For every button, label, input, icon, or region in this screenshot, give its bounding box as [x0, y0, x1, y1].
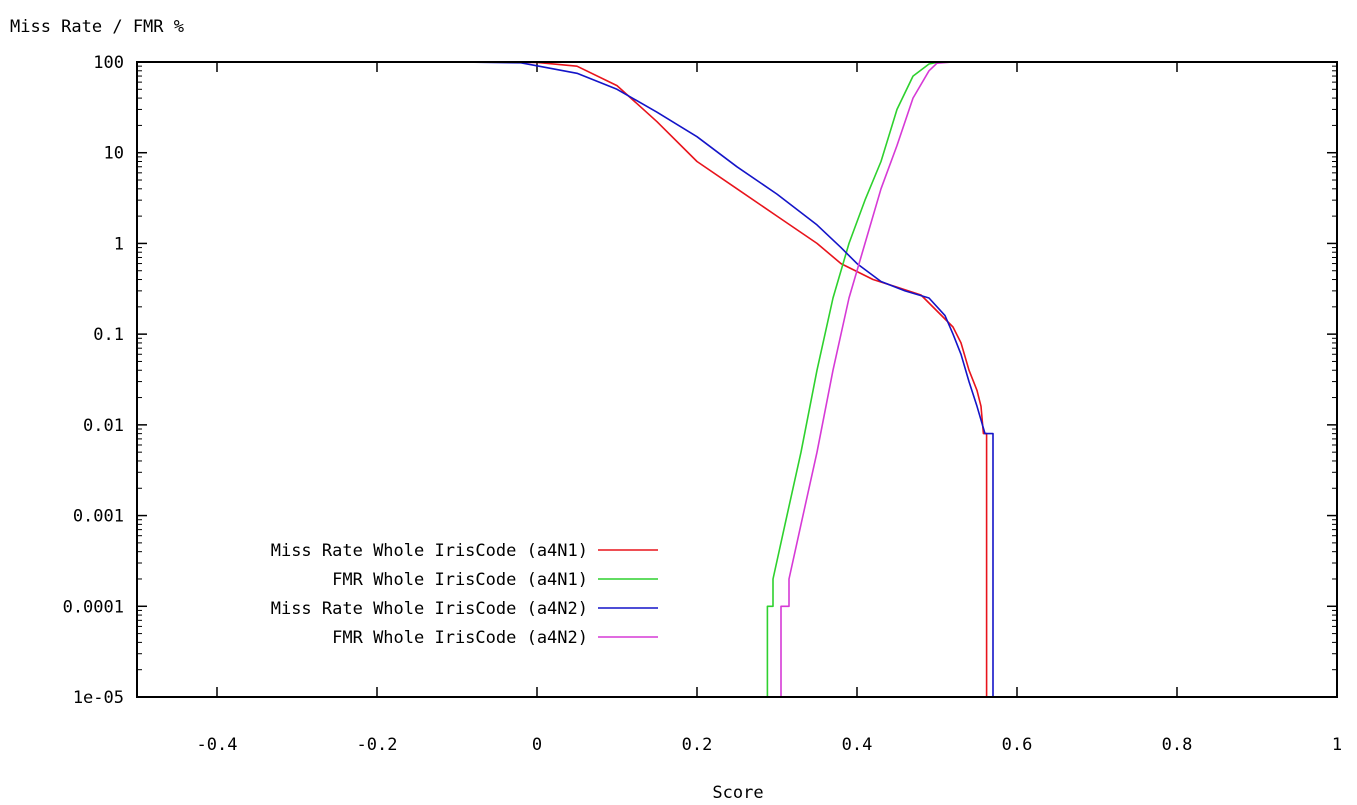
x-tick-label: 0.6 [1002, 735, 1033, 755]
x-tick-label: 0.8 [1162, 735, 1193, 755]
y-axis-label: Miss Rate / FMR % [10, 17, 184, 37]
y-tick-label: 0.0001 [63, 597, 124, 617]
x-tick-label: 0 [532, 735, 542, 755]
y-tick-label: 1 [114, 234, 124, 254]
x-tick-label: 0.4 [842, 735, 873, 755]
y-tick-label: 100 [93, 53, 124, 73]
series-line-4 [780, 61, 993, 697]
y-tick-label: 0.1 [93, 325, 124, 345]
y-tick-label: 1e-05 [73, 688, 124, 708]
series-group [456, 61, 994, 697]
x-tick-label: -0.4 [197, 735, 238, 755]
plot-frame [136, 61, 1338, 698]
legend: Miss Rate Whole IrisCode (a4N1) FMR Whole… [271, 541, 658, 648]
legend-label: Miss Rate Whole IrisCode (a4N1) [271, 541, 588, 561]
x-tick-label: 0.2 [682, 735, 713, 755]
legend-label: Miss Rate Whole IrisCode (a4N2) [271, 599, 588, 619]
y-tick-label: 0.01 [83, 416, 124, 436]
x-tick-label: 1 [1332, 735, 1342, 755]
legend-label: FMR Whole IrisCode (a4N2) [332, 628, 588, 648]
series-line-3 [456, 61, 994, 697]
y-tick-label: 10 [104, 144, 124, 164]
y-tick-label: 0.001 [73, 507, 124, 527]
series-line-2 [766, 61, 985, 697]
x-axis-label: Score [712, 783, 763, 803]
x-tick-label: -0.2 [357, 735, 398, 755]
legend-label: FMR Whole IrisCode (a4N1) [332, 570, 588, 590]
